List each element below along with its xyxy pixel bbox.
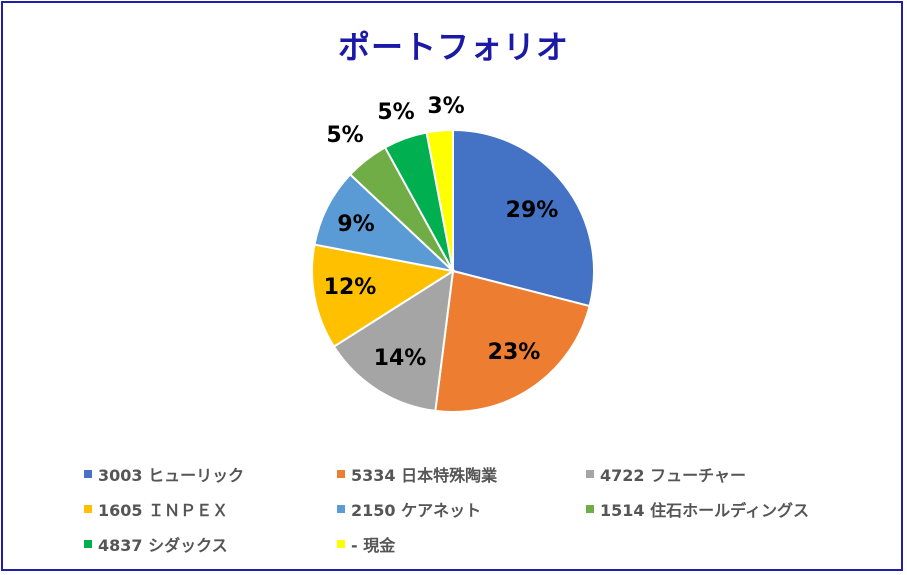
legend-swatch [337, 505, 345, 513]
data-label-5: 5% [326, 123, 363, 148]
legend-swatch [84, 505, 92, 513]
legend-label: 4837 シダックス [98, 536, 228, 555]
legend-swatch [84, 540, 92, 548]
legend-item-6: 4837 シダックス [84, 532, 228, 556]
legend-label: 5334 日本特殊陶業 [351, 466, 498, 485]
pie-slice-7 [425, 128, 454, 272]
legend-swatch [84, 470, 92, 478]
data-label-3: 12% [324, 275, 377, 300]
legend-swatch [586, 470, 594, 478]
legend-label: 2150 ケアネット [351, 501, 482, 520]
legend-swatch [337, 540, 345, 548]
data-label-4: 9% [337, 212, 374, 237]
legend-item-1: 5334 日本特殊陶業 [337, 462, 497, 486]
pie-slice-2 [332, 269, 455, 413]
pie-slice-4 [313, 173, 457, 273]
chart-title: ポートフォリオ [337, 28, 569, 66]
legend-item-5: 1514 住石ホールディングス [586, 497, 809, 521]
data-label-1: 23% [488, 340, 541, 365]
legend-swatch [337, 470, 345, 478]
data-label-2: 14% [374, 346, 427, 371]
pie-slice-0 [452, 128, 595, 308]
legend-item-0: 3003 ヒューリック [84, 462, 244, 486]
legend-swatch [586, 505, 594, 513]
legend-item-7: - 現金 [337, 532, 395, 556]
legend-label: 1514 住石ホールディングス [600, 501, 809, 520]
data-label-7: 3% [427, 94, 464, 119]
pie-slice-1 [434, 269, 591, 413]
legend-label: 3003 ヒューリック [98, 466, 245, 485]
pie-slice-3 [311, 243, 456, 348]
legend-label: 1605 ＩＮＰＥＸ [98, 501, 229, 520]
data-label-6: 5% [377, 100, 414, 125]
legend-label: - 現金 [351, 536, 396, 555]
legend-label: 4722 フューチャー [600, 466, 746, 485]
data-label-0: 29% [506, 198, 559, 223]
legend-item-2: 4722 フューチャー [586, 462, 746, 486]
legend-item-3: 1605 ＩＮＰＥＸ [84, 497, 228, 521]
legend-item-4: 2150 ケアネット [337, 497, 481, 521]
